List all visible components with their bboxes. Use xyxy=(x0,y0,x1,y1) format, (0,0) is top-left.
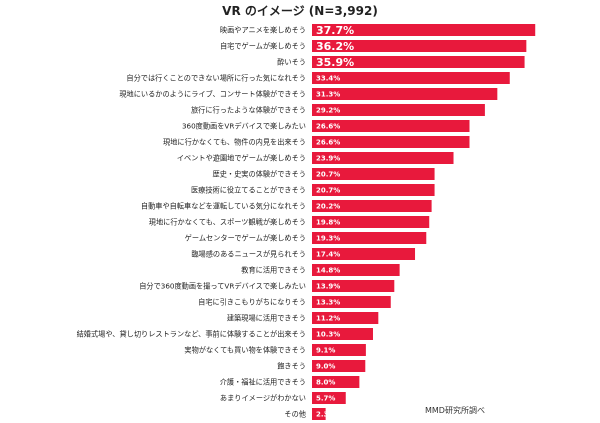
bar xyxy=(312,280,395,292)
value-label: 9.0% xyxy=(316,363,335,371)
bar xyxy=(312,136,470,148)
bar xyxy=(312,344,366,356)
value-label: 33.4% xyxy=(316,75,340,83)
value-label: 5.7% xyxy=(316,395,335,403)
category-label: 酔いそう xyxy=(277,58,306,67)
bar xyxy=(312,104,485,116)
value-label: 19.3% xyxy=(316,235,340,243)
category-label: 自分で360度動画を撮ってVRデバイスで楽しみたい xyxy=(139,282,306,291)
category-label: イベントや遊園地でゲームが楽しめそう xyxy=(177,154,306,163)
value-label: 2.3% xyxy=(316,411,335,419)
category-label: 臨場感のあるニュースが見られそう xyxy=(191,250,306,259)
category-label: 飽きそう xyxy=(277,362,306,371)
category-label: 自分では行くことのできない場所に行った気になれそう xyxy=(126,74,306,83)
category-label: 映画やアニメを楽しめそう xyxy=(220,26,306,35)
bar xyxy=(312,120,470,132)
bar xyxy=(312,360,366,372)
value-label: 14.8% xyxy=(316,267,340,275)
bar xyxy=(312,264,400,276)
value-label: 19.8% xyxy=(316,219,340,227)
category-label: あまりイメージがわかない xyxy=(220,394,306,403)
bar xyxy=(312,200,432,212)
value-label: 29.2% xyxy=(316,107,340,115)
value-label: 17.4% xyxy=(316,251,340,259)
bar xyxy=(312,88,498,100)
bar xyxy=(312,152,454,164)
source-note: MMD研究所調べ xyxy=(425,406,485,415)
category-label: 実物がなくても買い物を体験できそう xyxy=(184,346,306,355)
bar xyxy=(312,392,346,404)
value-label: 26.6% xyxy=(316,123,340,131)
category-label: 自宅に引きこもりがちになりそう xyxy=(198,298,306,307)
category-label: 介護・福祉に活用できそう xyxy=(220,378,306,387)
bar xyxy=(312,56,525,68)
bar xyxy=(312,184,435,196)
value-label: 8.0% xyxy=(316,379,335,387)
value-label: 23.9% xyxy=(316,155,340,163)
bar xyxy=(312,376,360,388)
bar xyxy=(312,248,416,260)
bar xyxy=(312,296,391,308)
category-label: 教育に活用できそう xyxy=(241,266,306,275)
value-label: 26.6% xyxy=(316,139,340,147)
category-label: 旅行に行ったような体験ができそう xyxy=(191,106,306,115)
value-label: 37.7% xyxy=(316,24,354,37)
value-label: 13.3% xyxy=(316,299,340,307)
category-label: 医療技術に役立てることができそう xyxy=(191,186,306,195)
category-label: 自宅でゲームが楽しめそう xyxy=(220,42,306,51)
category-label: ゲームセンターでゲームが楽しめそう xyxy=(185,234,306,243)
category-label: 現地にいるかのようにライブ、コンサート体験ができそう xyxy=(119,90,306,99)
category-label: 結婚式場や、貸し切りレストランなど、事前に体験することが出来そう xyxy=(77,330,306,339)
category-label: その他 xyxy=(284,410,306,419)
value-label: 9.1% xyxy=(316,347,335,355)
category-label: 現地に行かなくても、物件の内見を出来そう xyxy=(163,138,306,147)
value-label: 20.7% xyxy=(316,171,340,179)
value-label: 20.2% xyxy=(316,203,340,211)
value-label: 11.2% xyxy=(316,315,340,323)
value-label: 36.2% xyxy=(316,40,354,53)
bar xyxy=(312,72,510,84)
value-label: 20.7% xyxy=(316,187,340,195)
bar xyxy=(312,312,379,324)
chart-title: VR のイメージ (N=3,992) xyxy=(222,4,378,18)
bar xyxy=(312,216,430,228)
bar xyxy=(312,24,536,36)
value-label: 10.3% xyxy=(316,331,340,339)
bar xyxy=(312,168,435,180)
bar xyxy=(312,408,326,420)
category-label: 自動車や自転車などを運転している気分になれそう xyxy=(141,202,306,211)
bar xyxy=(312,328,373,340)
value-label: 13.9% xyxy=(316,283,340,291)
category-label: 360度動画をVRデバイスで楽しみたい xyxy=(182,122,306,131)
category-label: 現地に行かなくても、スポーツ観戦が楽しめそう xyxy=(149,218,306,227)
category-label: 建築現場に活用できそう xyxy=(227,314,306,323)
category-label: 歴史・史実の体験ができそう xyxy=(213,170,306,179)
value-label: 31.3% xyxy=(316,91,340,99)
bar xyxy=(312,40,527,52)
value-label: 35.9% xyxy=(316,56,354,69)
bar xyxy=(312,232,427,244)
